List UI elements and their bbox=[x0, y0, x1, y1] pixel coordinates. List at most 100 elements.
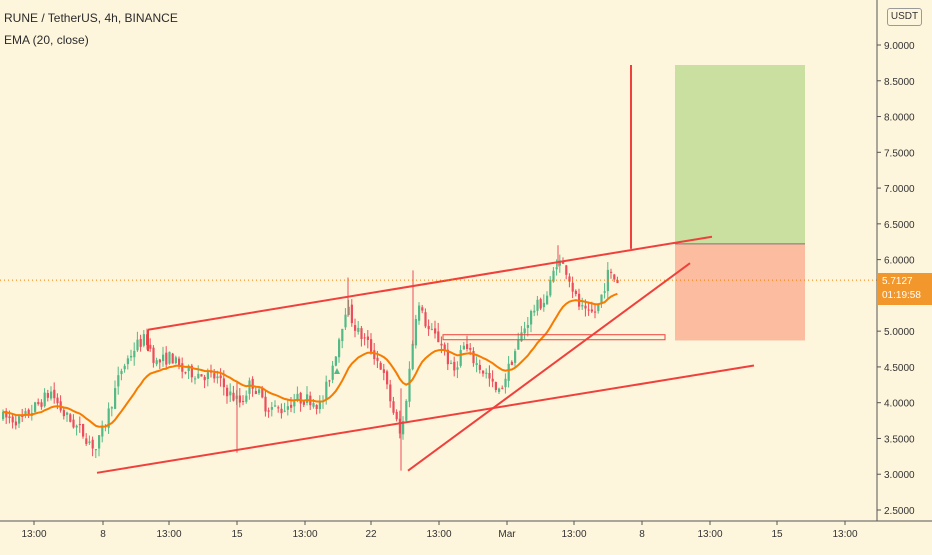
candle-body bbox=[302, 401, 305, 405]
candle-body bbox=[136, 339, 139, 351]
candle bbox=[117, 366, 120, 395]
candle bbox=[162, 346, 165, 367]
candle-body bbox=[536, 299, 539, 311]
candle-body bbox=[238, 395, 241, 403]
candle-body bbox=[126, 358, 129, 365]
candle bbox=[98, 434, 101, 457]
candle bbox=[114, 380, 117, 410]
candle-body bbox=[286, 406, 289, 410]
candle-body bbox=[520, 332, 523, 342]
candle-body bbox=[562, 261, 565, 264]
price-tick-label: 3.5000 bbox=[884, 434, 915, 445]
candle-body bbox=[331, 365, 334, 380]
candle-body bbox=[389, 384, 392, 402]
rising-support-line[interactable] bbox=[407, 262, 691, 472]
candle bbox=[344, 308, 347, 331]
candle bbox=[194, 376, 197, 385]
candle bbox=[379, 361, 382, 370]
candle bbox=[315, 404, 318, 415]
candle-body bbox=[533, 310, 536, 313]
candle-body bbox=[542, 302, 545, 308]
candle-body bbox=[587, 309, 590, 311]
candle bbox=[14, 415, 17, 430]
upper-channel-line[interactable] bbox=[147, 235, 713, 331]
candle bbox=[613, 273, 616, 283]
candle-body bbox=[318, 401, 321, 410]
candle bbox=[174, 355, 177, 365]
candle bbox=[421, 304, 424, 314]
candle bbox=[91, 436, 94, 457]
currency-button[interactable]: USDT bbox=[887, 8, 922, 26]
ema-study-label[interactable]: EMA (20, close) bbox=[4, 33, 89, 47]
candle-body bbox=[584, 305, 587, 309]
candle-body bbox=[504, 378, 507, 388]
candle bbox=[546, 291, 549, 305]
candle bbox=[446, 342, 449, 371]
candle bbox=[366, 330, 369, 349]
candle-body bbox=[171, 353, 174, 364]
candle bbox=[184, 371, 187, 375]
candle bbox=[219, 368, 222, 387]
candle-body bbox=[107, 408, 110, 428]
candle bbox=[418, 302, 421, 325]
candle-body bbox=[280, 408, 283, 414]
candle bbox=[40, 399, 43, 410]
price-tick-label: 7.0000 bbox=[884, 184, 915, 195]
candle-body bbox=[72, 419, 75, 428]
target-zone[interactable] bbox=[675, 65, 805, 244]
candle-body bbox=[530, 311, 533, 325]
candle-body bbox=[117, 375, 120, 387]
candle bbox=[386, 369, 389, 390]
candle-body bbox=[194, 378, 197, 380]
candle-body bbox=[123, 365, 126, 370]
candle bbox=[306, 386, 309, 406]
candle-body bbox=[270, 407, 273, 410]
candle-body bbox=[203, 376, 206, 381]
candle-body bbox=[482, 370, 485, 374]
stop-zone[interactable] bbox=[675, 243, 805, 341]
time-tick-label: 13:00 bbox=[156, 529, 181, 540]
candle-body bbox=[395, 411, 398, 420]
candle-body bbox=[357, 327, 360, 332]
candle bbox=[594, 304, 597, 319]
candle-body bbox=[568, 276, 571, 282]
candle-body bbox=[88, 441, 91, 443]
support-box[interactable] bbox=[442, 334, 666, 341]
candle bbox=[149, 338, 152, 352]
lower-channel-line[interactable] bbox=[96, 364, 755, 474]
price-tick-label: 4.5000 bbox=[884, 363, 915, 374]
candle bbox=[242, 395, 245, 406]
candle-body bbox=[66, 412, 69, 415]
candle-body bbox=[411, 343, 414, 370]
candle bbox=[264, 389, 267, 417]
candle bbox=[318, 395, 321, 414]
candle-body bbox=[226, 387, 229, 397]
candle-body bbox=[261, 387, 264, 398]
candle-body bbox=[78, 424, 81, 426]
candle-body bbox=[600, 294, 603, 304]
candle-body bbox=[427, 325, 430, 330]
candle bbox=[302, 400, 305, 408]
candle bbox=[392, 396, 395, 415]
candle-body bbox=[293, 401, 296, 407]
candle-body bbox=[91, 439, 94, 449]
candle bbox=[158, 358, 161, 370]
time-tick-label: 15 bbox=[771, 529, 783, 540]
candle bbox=[405, 399, 408, 422]
candle bbox=[258, 387, 261, 395]
symbol-title[interactable]: RUNE / TetherUS, 4h, BINANCE bbox=[4, 11, 178, 25]
candle bbox=[34, 401, 37, 415]
candle bbox=[370, 333, 373, 355]
candle bbox=[136, 331, 139, 353]
candle bbox=[600, 294, 603, 308]
price-tick-label: 8.0000 bbox=[884, 113, 915, 124]
candle-body bbox=[386, 371, 389, 385]
candle-body bbox=[472, 351, 475, 364]
candle bbox=[299, 391, 302, 412]
candle-body bbox=[379, 362, 382, 370]
candle-body bbox=[37, 402, 40, 405]
candle bbox=[603, 283, 606, 299]
candle-body bbox=[430, 328, 433, 330]
